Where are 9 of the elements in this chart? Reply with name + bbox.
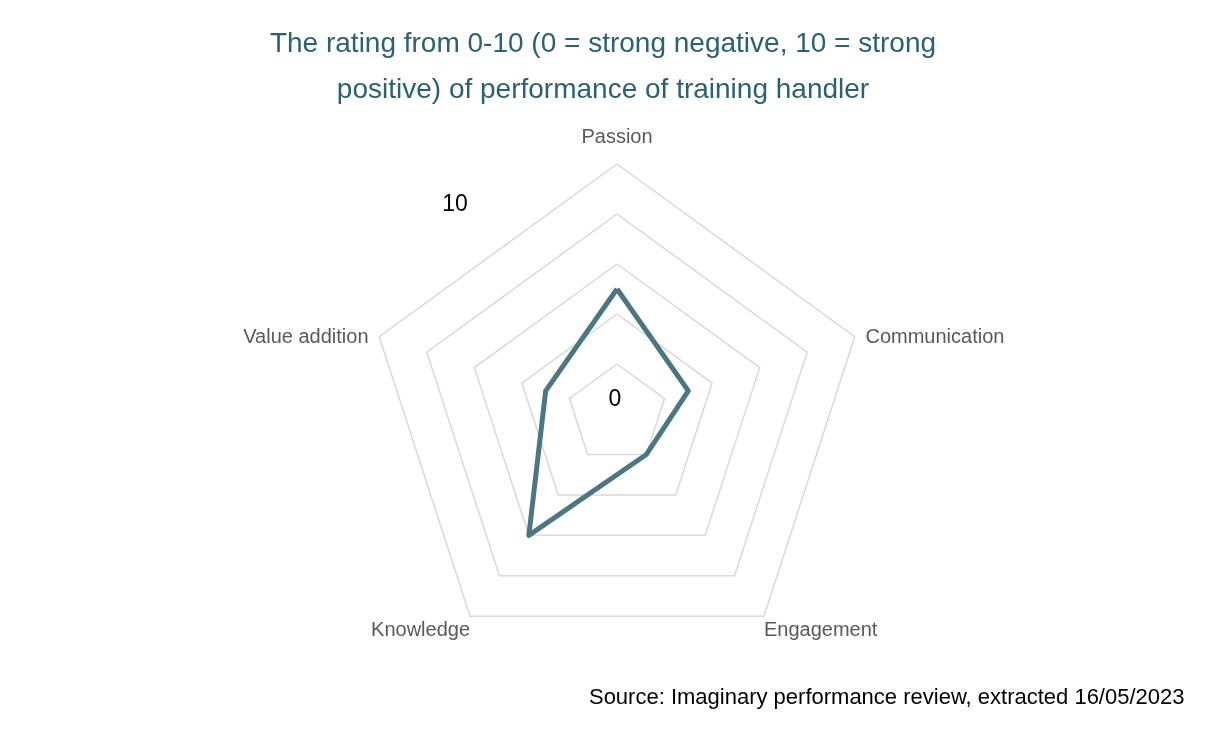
spoke-label: Value addition	[243, 324, 369, 347]
source-note: Source: Imaginary performance review, extracted 16/05/2023	[588, 683, 1185, 709]
y-tick-label: 0	[608, 385, 622, 411]
spoke-label: Knowledge	[371, 618, 471, 640]
spoke-label: Engagement	[763, 618, 878, 640]
chart-title: The rating from 0-10 (0 = strong negative, 10 = strong positive) of performance of training handler	[269, 27, 937, 104]
spoke-label: Communication	[865, 324, 1005, 347]
y-tick-label: 10	[442, 190, 468, 216]
spoke-label: Passion	[581, 124, 653, 147]
